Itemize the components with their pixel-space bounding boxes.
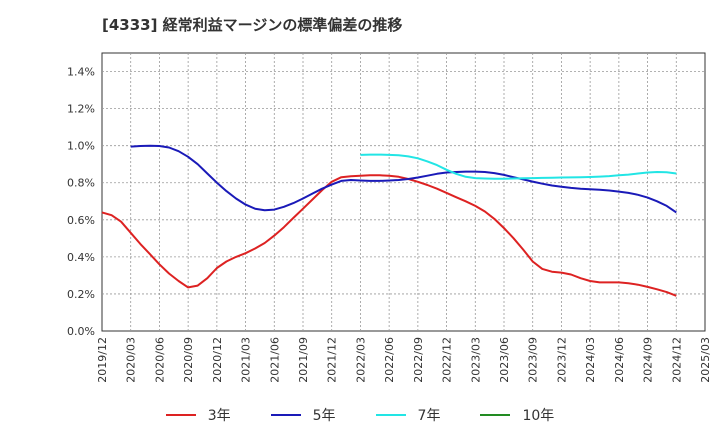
legend-swatch [375,414,406,416]
x-tick-label: 2025/03 [699,337,712,383]
x-tick-label: 2021/06 [268,337,281,383]
legend-swatch [270,414,301,416]
x-tick-label: 2023/12 [555,337,568,383]
x-tick-label: 2020/06 [153,337,166,383]
legend-item: 5年 [270,405,336,425]
x-tick-label: 2024/09 [642,337,655,383]
x-tick-label: 2022/12 [441,337,454,383]
y-tick-label: 0.2% [67,288,95,301]
x-tick-label: 2024/03 [584,337,597,383]
series-line-3年 [101,174,677,297]
x-tick-labels: 2019/12 2020/03 2020/06 2020/09 2020/12 2021/… [96,337,712,383]
x-tick-label: 2023/06 [498,337,511,383]
y-tick-label: 0.0% [67,325,95,338]
x-tick-label: 2023/09 [527,337,540,383]
y-tick-label: 1.0% [67,140,95,153]
legend-label: 7年 [417,408,441,424]
legend-swatch [480,414,511,416]
y-grid [102,71,705,295]
x-tick-label: 2024/12 [670,337,683,383]
y-tick-label: 1.4% [67,66,95,79]
x-tick-label: 2019/12 [96,337,109,383]
series-lines [101,144,677,297]
x-tick-label: 2024/06 [613,337,626,383]
x-tick-label: 2022/03 [354,337,367,383]
legend-label: 5年 [312,408,336,424]
legend-item: 3年 [165,405,231,425]
series-line-7年 [360,153,677,180]
y-tick-label: 0.8% [67,177,95,190]
x-tick-label: 2022/06 [383,337,396,383]
y-tick-labels: 0.0% 0.2% 0.4% 0.6% 0.8% 1.0% 1.2% 1.4% [67,66,95,338]
x-tick-label: 2020/12 [211,337,224,383]
legend-swatch [165,414,196,416]
y-tick-label: 0.4% [67,251,95,264]
y-tick-label: 0.6% [67,214,95,227]
x-tick-label: 2020/03 [125,337,138,383]
x-tick-label: 2020/09 [182,337,195,383]
chart-title: [4333] 経常利益マージンの標準偏差の推移 [102,16,403,34]
legend-label: 3年 [207,408,231,424]
legend: 3年 5年 7年 10年 [0,403,720,427]
x-tick-label: 2023/03 [469,337,482,383]
legend-item: 7年 [375,405,441,425]
plot-area [101,52,706,332]
x-tick-label: 2021/12 [326,337,339,383]
x-tick-label: 2021/03 [240,337,253,383]
x-tick-label: 2022/09 [412,337,425,383]
y-tick-label: 1.2% [67,103,95,116]
series-line-5年 [130,144,677,214]
legend-item: 10年 [480,405,554,425]
legend-label: 10年 [522,408,555,424]
x-tick-label: 2021/09 [297,337,310,383]
